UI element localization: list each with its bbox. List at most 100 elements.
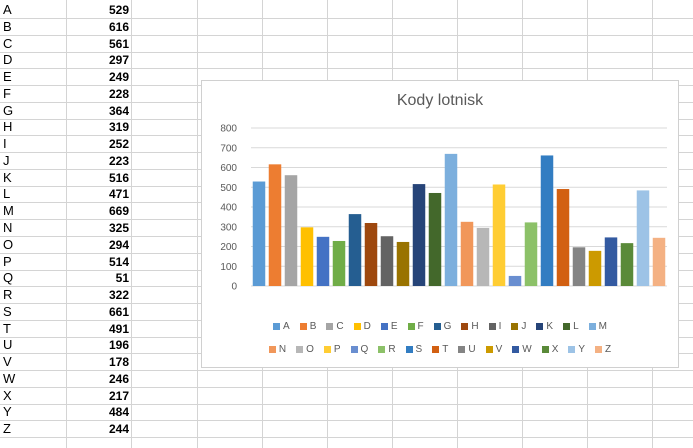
legend-item[interactable]: K <box>536 321 553 332</box>
bar-i[interactable] <box>380 236 394 286</box>
cell-value[interactable]: 228 <box>108 87 129 101</box>
cell-value[interactable]: 669 <box>108 204 129 218</box>
legend-item[interactable]: T <box>432 344 448 355</box>
cell-value[interactable]: 491 <box>108 322 129 336</box>
cell-value[interactable]: 364 <box>108 104 129 118</box>
bar-f[interactable] <box>332 240 346 286</box>
legend-item[interactable]: S <box>405 344 422 355</box>
cell-label[interactable]: T <box>3 321 11 336</box>
cell-value[interactable]: 217 <box>108 389 129 403</box>
table-row[interactable]: D 297 <box>0 52 693 69</box>
legend-item[interactable]: P <box>323 344 341 355</box>
bar-t[interactable] <box>556 189 570 286</box>
bar-b[interactable] <box>268 164 282 286</box>
cell-label[interactable]: U <box>3 337 13 352</box>
cell-value[interactable]: 249 <box>108 70 129 84</box>
legend-item[interactable]: V <box>485 344 502 355</box>
bar-w[interactable] <box>604 237 618 286</box>
bar-s[interactable] <box>540 155 554 286</box>
bar-u[interactable] <box>572 247 586 286</box>
cell-label[interactable]: B <box>3 19 12 34</box>
cell-label[interactable]: M <box>3 203 14 218</box>
cell-label[interactable]: Q <box>3 270 14 285</box>
cell-value[interactable]: 252 <box>108 137 129 151</box>
cell-label[interactable]: A <box>3 2 12 17</box>
bar-x[interactable] <box>620 243 634 286</box>
cell-value[interactable]: 661 <box>108 305 129 319</box>
cell-label[interactable]: H <box>3 119 13 134</box>
cell-value[interactable]: 561 <box>108 37 129 51</box>
cell-value[interactable]: 484 <box>108 405 129 419</box>
legend-item[interactable]: U <box>458 344 476 355</box>
cell-label[interactable]: W <box>3 371 16 386</box>
cell-label[interactable]: E <box>3 69 12 84</box>
cell-label[interactable]: O <box>3 237 14 252</box>
legend-item[interactable]: J <box>511 321 526 332</box>
cell-label[interactable]: K <box>3 170 12 185</box>
legend-item[interactable]: G <box>433 321 451 332</box>
cell-label[interactable]: G <box>3 103 14 118</box>
bar-y[interactable] <box>636 190 650 286</box>
cell-value[interactable]: 51 <box>115 271 129 285</box>
bar-k[interactable] <box>412 184 426 286</box>
table-row[interactable]: B 616 <box>0 19 693 36</box>
cell-value[interactable]: 325 <box>108 221 129 235</box>
bar-l[interactable] <box>428 192 442 286</box>
cell-label[interactable]: N <box>3 220 13 235</box>
cell-label[interactable]: C <box>3 36 13 51</box>
cell-value[interactable]: 322 <box>108 288 129 302</box>
legend-item[interactable]: R <box>378 344 396 355</box>
cell-label[interactable]: S <box>3 304 12 319</box>
table-row[interactable]: Z 244 <box>0 421 693 438</box>
legend-item[interactable]: C <box>326 321 344 332</box>
bar-q[interactable] <box>508 275 522 286</box>
bar-m[interactable] <box>444 153 458 286</box>
legend-item[interactable]: L <box>563 321 579 332</box>
bar-g[interactable] <box>348 214 362 286</box>
bar-j[interactable] <box>396 241 410 286</box>
bar-v[interactable] <box>588 250 602 286</box>
cell-value[interactable]: 244 <box>108 422 129 436</box>
cell-value[interactable]: 294 <box>108 238 129 252</box>
legend-item[interactable]: Y <box>568 344 585 355</box>
legend-item[interactable]: X <box>541 344 558 355</box>
table-row[interactable]: W 246 <box>0 371 693 388</box>
table-row[interactable]: C 561 <box>0 36 693 53</box>
legend-item[interactable]: M <box>588 321 607 332</box>
cell-value[interactable]: 514 <box>108 255 129 269</box>
cell-value[interactable]: 529 <box>108 3 129 17</box>
bar-h[interactable] <box>364 222 378 286</box>
table-row[interactable]: Y 484 <box>0 404 693 421</box>
cell-label[interactable]: D <box>3 52 13 67</box>
bar-o[interactable] <box>476 227 490 286</box>
bar-d[interactable] <box>300 227 314 286</box>
bar-z[interactable] <box>652 237 666 286</box>
cell-value[interactable]: 178 <box>108 355 129 369</box>
cell-label[interactable]: F <box>3 86 11 101</box>
bar-r[interactable] <box>524 222 538 286</box>
cell-label[interactable]: V <box>3 354 12 369</box>
legend-item[interactable]: Z <box>595 344 611 355</box>
legend-item[interactable]: W <box>512 344 532 355</box>
cell-value[interactable]: 223 <box>108 154 129 168</box>
table-row[interactable]: V 178 <box>0 354 693 371</box>
legend-item[interactable]: F <box>407 321 424 332</box>
cell-label[interactable]: Y <box>3 404 12 419</box>
table-row[interactable]: A 529 <box>0 2 693 19</box>
chart-area[interactable]: Kody lotnisk 0 100 200 300 400 500 600 700 800 A… <box>201 80 679 368</box>
cell-value[interactable]: 471 <box>108 187 129 201</box>
bar-p[interactable] <box>492 184 506 286</box>
cell-value[interactable]: 616 <box>108 20 129 34</box>
legend-item[interactable]: A <box>273 321 290 332</box>
cell-value[interactable]: 196 <box>108 338 129 352</box>
cell-value[interactable]: 246 <box>108 372 129 386</box>
cell-label[interactable]: J <box>3 153 10 168</box>
cell-label[interactable]: L <box>3 186 11 201</box>
legend-item[interactable]: B <box>299 321 316 332</box>
legend-item[interactable]: H <box>461 321 479 332</box>
bar-n[interactable] <box>460 221 474 286</box>
table-row[interactable]: X 217 <box>0 388 693 405</box>
cell-value[interactable]: 319 <box>108 120 129 134</box>
legend-item[interactable]: N <box>268 344 286 355</box>
legend-item[interactable]: Q <box>350 344 368 355</box>
